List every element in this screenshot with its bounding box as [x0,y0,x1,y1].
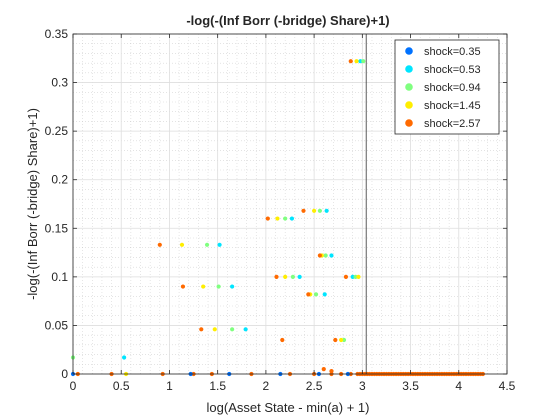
point-series-2 [243,327,248,332]
point-series-2 [289,216,295,221]
y-axis-label: -log(-(Inf Borr (-bridge) Share)+1) [25,108,40,300]
point-series-5 [343,274,349,279]
x-tick-label: 3 [359,379,366,393]
x-tick-label: 3.5 [402,379,419,393]
point-series-4 [275,216,280,221]
data-points [70,59,485,377]
point-series-3 [204,242,210,247]
point-series-4 [354,59,359,64]
point-series-5 [306,292,311,297]
x-tick-label: 1.5 [209,379,226,393]
point-series-3 [317,208,322,213]
point-series-2 [350,274,355,279]
x-tick-label: 2.5 [306,379,323,393]
chart-title: -log(-(Inf Borr (-bridge) Share)+1) [186,13,389,28]
point-series-5 [321,367,326,372]
point-series-3 [353,274,358,279]
point-series-5 [265,216,270,221]
y-tick-label: 0 [61,367,68,381]
point-series-5 [157,242,162,247]
point-series-2 [358,59,363,64]
point-series-2 [230,284,235,289]
y-tick-label: 0.15 [45,221,69,235]
x-tick-label: 2 [263,379,270,393]
legend-marker-2 [405,65,413,73]
point-series-4 [356,274,361,279]
y-tick-label: 0.25 [45,124,69,138]
point-series-2 [122,355,127,360]
point-series-4 [201,284,206,289]
point-series-5 [333,337,338,343]
x-tick-label: 4 [455,379,462,393]
legend: shock=0.35 shock=0.53 shock=0.94 shock=1.45… [394,39,500,135]
legend-label-2: shock=0.53 [424,64,481,76]
legend-marker-5 [405,119,413,127]
point-series-4 [312,208,317,213]
y-tick-label: 0.35 [45,27,69,41]
y-tick-label: 0.3 [51,76,68,90]
legend-label-3: shock=0.94 [424,82,481,94]
point-series-3 [313,292,319,297]
point-series-3 [361,59,366,64]
legend-marker-1 [405,47,413,55]
x-tick-label: 0.5 [113,379,130,393]
x-tick-label: 4.5 [499,379,516,393]
axes-box [72,33,508,375]
point-series-5 [301,208,306,213]
point-series-2 [297,274,302,279]
point-series-4 [339,337,344,343]
y-tick-label: 0.1 [51,270,68,284]
point-series-2 [322,292,327,297]
point-series-2 [217,242,222,247]
x-tick-label: 0 [70,379,77,393]
point-series-3 [283,216,288,221]
legend-marker-3 [405,83,413,91]
point-series-5 [180,284,186,289]
legend-label-1: shock=0.35 [424,46,481,58]
point-series-5 [199,327,204,332]
y-tick-label: 0.2 [51,173,68,187]
axes [72,33,508,375]
point-series-2 [324,208,329,213]
point-series-2 [329,253,334,258]
point-series-5 [348,59,353,64]
point-series-5 [329,368,334,374]
point-series-4 [212,327,217,332]
point-series-3 [216,284,221,289]
point-series-4 [283,274,288,279]
legend-label-5: shock=2.57 [424,118,481,130]
point-series-3 [290,274,295,279]
point-series-3 [230,327,235,332]
point-series-5 [274,274,279,279]
legend-marker-4 [405,101,413,109]
x-tick-label: 1 [166,379,173,393]
point-series-3 [341,337,347,343]
point-series-5 [317,253,322,258]
x-axis-label: log(Asset State - min(a) + 1) [207,400,370,415]
point-series-5 [280,337,285,343]
legend-label-4: shock=1.45 [424,100,481,112]
tick-labels: 0 0.5 1 1.5 2 2.5 3 3.5 4 4.5 0 0.05 0.1 0.15 0.2 0.25 0… [45,27,516,393]
y-tick-label: 0.05 [45,318,69,332]
point-series-4 [179,242,185,247]
point-series-3 [323,253,328,258]
